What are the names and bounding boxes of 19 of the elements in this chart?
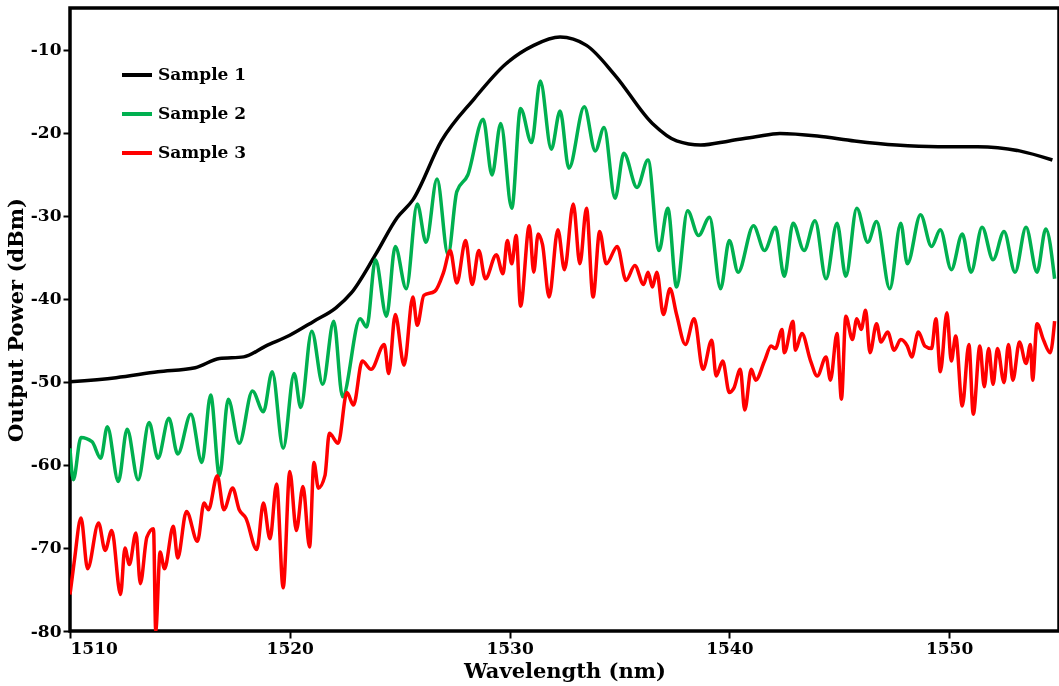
legend-label: Sample 1 (158, 64, 247, 84)
y-tick-label: -50 (30, 371, 62, 392)
y-tick-label: -40 (30, 288, 62, 309)
x-tick-label: 1530 (486, 637, 534, 658)
y-axis-title: Output Power (dBm) (2, 198, 28, 442)
x-tick-label: 1520 (266, 637, 315, 658)
x-axis-title: Wavelength (nm) (463, 657, 666, 683)
y-tick-label: -80 (30, 620, 62, 641)
y-tick-label: -70 (30, 537, 62, 558)
legend-label: Sample 3 (158, 142, 247, 162)
line-series (70, 202, 1057, 631)
y-tick-label: -30 (30, 205, 62, 226)
y-tick-label: -10 (30, 39, 62, 60)
y-tick-label: -20 (30, 122, 62, 143)
y-tick-label: -60 (30, 454, 62, 475)
x-tick-label: 1540 (706, 637, 754, 658)
legend-label: Sample 2 (158, 103, 247, 123)
x-tick-label: 1510 (70, 637, 118, 658)
x-tick-label: 1550 (925, 637, 974, 658)
